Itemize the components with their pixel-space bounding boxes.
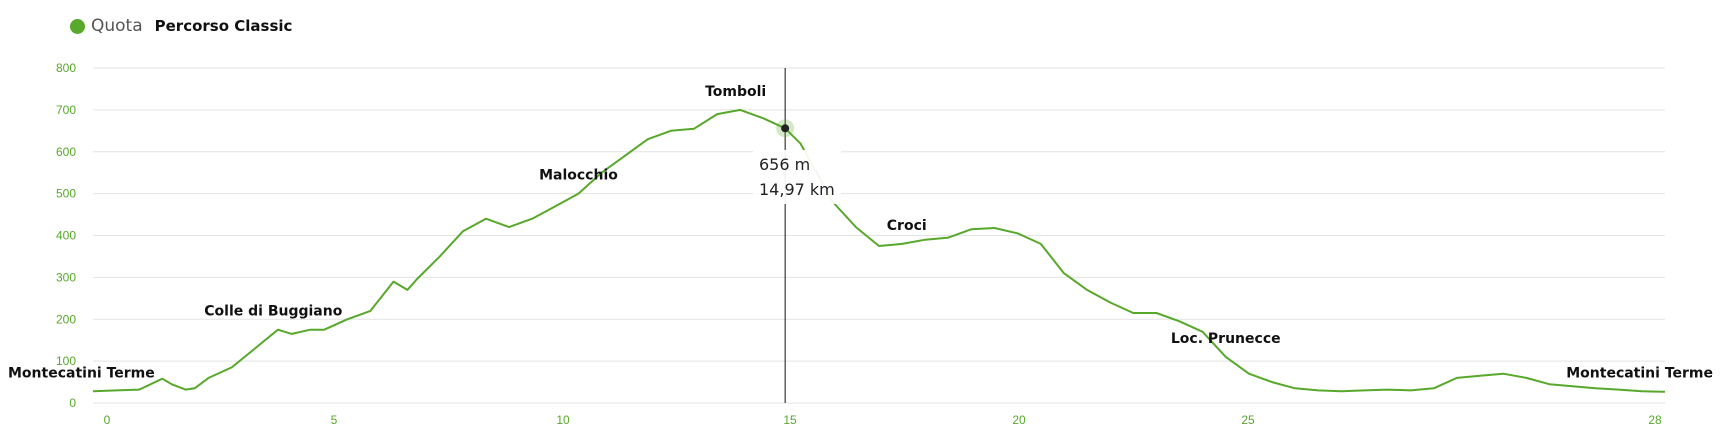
waypoint-label-6: Montecatini Terme — [1566, 366, 1713, 382]
y-tick-label-100: 100 — [56, 354, 76, 368]
waypoint-label-5: Loc. Prunecce — [1171, 331, 1281, 347]
legend-series-label: Quota — [91, 16, 143, 36]
tooltip-distance: 14,97 km — [759, 180, 835, 199]
waypoint-label-0: Montecatini Terme — [8, 365, 155, 381]
y-tick-label-400: 400 — [56, 229, 76, 243]
x-tick-label-20: 20 — [1012, 413, 1026, 427]
x-tick-label-28: 28 — [1648, 413, 1662, 427]
waypoint-label-2: Malocchio — [539, 168, 618, 184]
y-tick-label-200: 200 — [56, 312, 76, 326]
y-tick-label-600: 600 — [56, 145, 76, 159]
y-tick-label-500: 500 — [56, 187, 76, 201]
chart-legend[interactable]: Quota Percorso Classic — [70, 16, 292, 36]
x-tick-label-0: 0 — [104, 413, 111, 427]
waypoint-label-4: Croci — [887, 218, 927, 234]
tooltip-elevation: 656 m — [759, 155, 811, 174]
y-tick-label-0: 0 — [69, 396, 76, 410]
cursor-tooltip: 656 m 14,97 km — [753, 150, 841, 204]
y-tick-label-300: 300 — [56, 270, 76, 284]
y-tick-label-700: 700 — [56, 103, 76, 117]
waypoint-label-3: Tomboli — [705, 84, 766, 100]
x-tick-label-5: 5 — [331, 413, 338, 427]
x-tick-label-15: 15 — [783, 413, 797, 427]
cursor-marker — [781, 124, 790, 133]
waypoint-label-1: Colle di Buggiano — [204, 304, 342, 320]
y-tick-label-800: 800 — [56, 61, 76, 75]
x-tick-label-10: 10 — [556, 413, 570, 427]
x-tick-label-25: 25 — [1241, 413, 1255, 427]
legend-route-name: Percorso Classic — [154, 17, 293, 35]
legend-series-marker — [70, 18, 85, 34]
